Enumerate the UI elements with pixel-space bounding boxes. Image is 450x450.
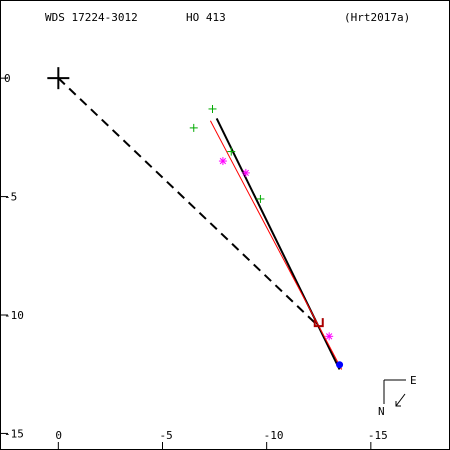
compass-motion-arrow [395,393,406,407]
axes: -15 -10 -5 0 0 -5 -10 -15 [1,72,388,449]
x-tick-label: 0 [55,429,62,442]
current-position-dot [336,361,344,369]
compass-north-label: N [378,405,385,418]
orbit-lines [57,77,343,370]
observation-asterisk-d2 [326,333,333,340]
compass-east-label: E [410,374,417,387]
y-tick-label: -5 [4,191,17,204]
compass: E N [378,374,417,418]
observation-plus [208,104,217,113]
observation-asterisk-d2 [242,169,249,177]
observation-marks [47,67,344,369]
observation-plus [256,194,265,203]
wds-label: WDS 17224-3012 [45,11,138,24]
observation-plus [227,147,236,156]
discoverer-label: HO 413 [186,11,226,24]
observation-asterisk-d2 [219,157,227,165]
compass-arrowhead [395,401,401,407]
observation-plus [189,123,198,132]
y-tick-label: -15 [4,427,24,440]
x-tick-label: -10 [264,429,284,442]
observation-asterisk [218,157,227,166]
x-tick-label: -5 [160,429,173,442]
primary-star-mark [47,67,70,90]
fit-line [209,120,343,370]
observation-asterisk [241,168,250,177]
reference-label: (Hrt2017a) [344,11,410,24]
y-tick-label: -10 [4,309,24,322]
y-tick-label: 0 [4,72,11,85]
periastron-mark [313,318,324,328]
observation-asterisk [325,332,334,341]
x-tick-label: -15 [368,429,388,442]
